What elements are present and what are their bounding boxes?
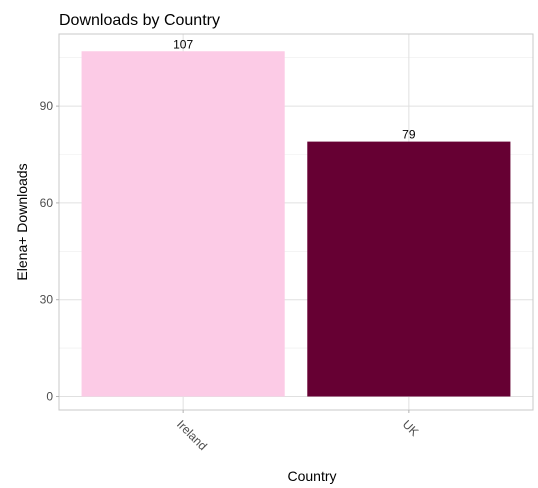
y-tick-label: 0 <box>46 390 53 404</box>
y-axis-title: Elena+ Downloads <box>14 163 30 280</box>
y-tick-label: 90 <box>40 99 54 113</box>
x-axis-title: Country <box>287 468 336 484</box>
chart-title: Downloads by Country <box>59 12 220 29</box>
data-label-ireland: 107 <box>173 37 193 51</box>
y-tick-label: 60 <box>40 196 54 210</box>
y-axis-ticks: 0 30 60 90 <box>40 99 59 404</box>
bar-uk <box>307 141 511 397</box>
bars <box>81 51 511 397</box>
bar-ireland <box>81 51 285 397</box>
data-labels: 107 79 <box>173 37 416 141</box>
plot-panel-border <box>58 33 534 411</box>
data-label-uk: 79 <box>402 128 416 142</box>
y-tick-label: 30 <box>40 293 54 307</box>
